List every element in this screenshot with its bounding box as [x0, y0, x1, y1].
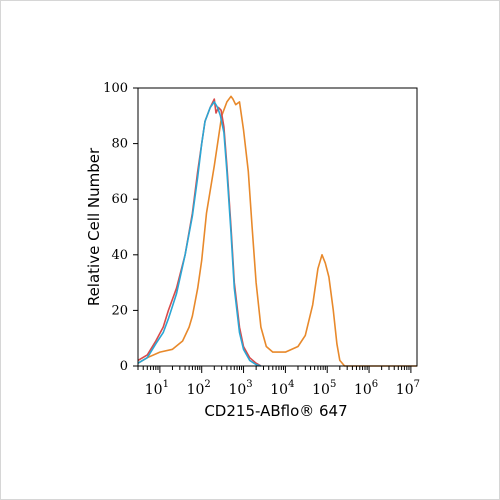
x-tick-base: 10: [145, 382, 163, 398]
x-tick-base: 10: [312, 382, 330, 398]
x-tick-label: 107: [396, 379, 420, 398]
plot-frame: [137, 87, 418, 367]
series-curve-3: [137, 101, 262, 367]
x-tick-exponent: 4: [288, 379, 294, 390]
x-tick-label: 102: [187, 379, 211, 398]
y-axis-label: Relative Cell Number: [85, 147, 103, 306]
x-tick-base: 10: [354, 382, 372, 398]
series-curve-2: [137, 98, 262, 367]
x-tick-exponent: 7: [414, 379, 420, 390]
x-tick-label: 101: [145, 379, 169, 398]
x-tick-exponent: 3: [246, 379, 252, 390]
x-tick-base: 10: [228, 382, 246, 398]
y-axis: 0 20 40 60 80 100: [103, 81, 138, 374]
x-tick-exponent: 2: [204, 379, 210, 390]
y-tick-label: 60: [111, 192, 128, 207]
series-layer: [137, 95, 417, 367]
x-tick-label: 106: [354, 379, 378, 398]
x-tick-base: 10: [396, 382, 414, 398]
y-tick-label: 20: [111, 303, 128, 318]
y-tick-label: 40: [111, 248, 128, 263]
y-tick-label: 0: [120, 359, 128, 374]
x-tick-label: 103: [228, 379, 252, 398]
series-curve-1: [137, 95, 417, 367]
x-axis-label: CD215-ABflo® 647: [204, 402, 347, 420]
x-tick-base: 10: [187, 382, 205, 398]
x-tick-base: 10: [270, 382, 288, 398]
x-tick-exponent: 5: [330, 379, 336, 390]
x-tick-exponent: 1: [163, 379, 169, 390]
y-tick-label: 80: [111, 137, 128, 152]
x-tick-label: 105: [312, 379, 336, 398]
x-tick-label: 104: [270, 379, 294, 398]
y-tick-label: 100: [103, 81, 128, 96]
x-axis: 101 102 103 104 105 106 107: [137, 366, 420, 398]
x-tick-exponent: 6: [372, 379, 378, 390]
